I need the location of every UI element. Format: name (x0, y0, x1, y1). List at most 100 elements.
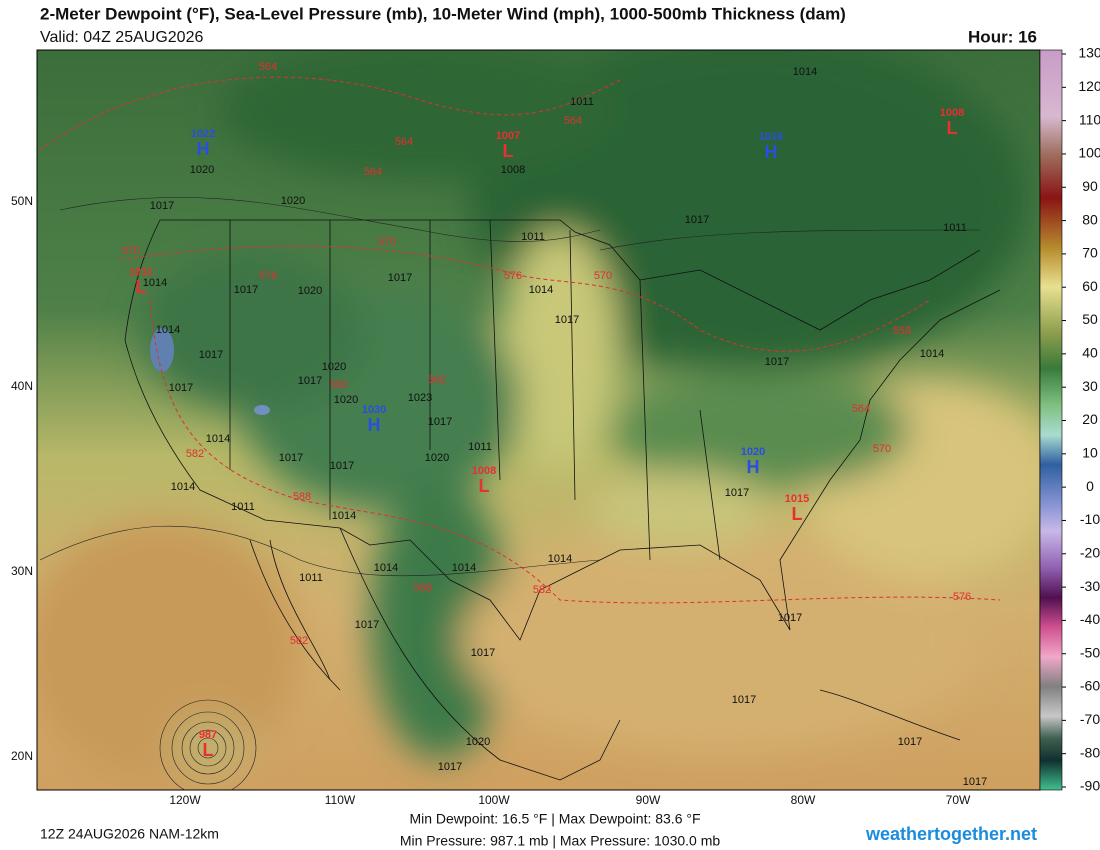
isobar-label: 1017 (778, 612, 802, 624)
isobar-label: 1014 (793, 66, 817, 78)
colorbar-label: 130 (1078, 45, 1100, 61)
isobars (39, 197, 981, 790)
isobar-label: 1020 (298, 285, 322, 297)
lat-label: 30N (11, 564, 33, 578)
dewpoint-range: Min Dewpoint: 16.5 °F | Max Dewpoint: 83… (409, 811, 700, 827)
center-letter: L (479, 476, 490, 496)
center-letter: L (503, 141, 514, 161)
center-letter: L (203, 740, 214, 760)
lon-label: 90W (636, 793, 661, 807)
isobar-label: 1011 (231, 501, 255, 513)
model-run: 12Z 24AUG2026 NAM-12km (40, 826, 219, 842)
thickness-label: 582 (290, 635, 308, 647)
lat-label: 50N (11, 194, 33, 208)
colorbar-label: -70 (1080, 711, 1100, 727)
center-value: 1020 (741, 446, 765, 458)
colorbar-label: 10 (1082, 445, 1098, 461)
center-letter: L (136, 277, 147, 297)
thickness-label: 570 (378, 236, 396, 248)
isobar-label: 1011 (299, 572, 323, 584)
colorbar-label: 20 (1082, 411, 1098, 427)
isobar-label: 1017 (555, 314, 579, 326)
colorbar-label: 40 (1082, 345, 1098, 361)
isobar-label: 1017 (438, 761, 462, 773)
isobar-label: 1017 (963, 776, 987, 788)
valid-time: Valid: 04Z 25AUG2026 (40, 29, 203, 46)
colorbar-label: 80 (1082, 211, 1098, 227)
isobar-label: 1014 (374, 562, 398, 574)
isobar-label: 1017 (732, 694, 756, 706)
isobar-label: 1014 (171, 481, 195, 493)
colorbar-label: -60 (1080, 678, 1100, 694)
title: 2-Meter Dewpoint (°F), Sea-Level Pressur… (40, 4, 846, 23)
thickness-label: 564 (364, 166, 382, 178)
center-letter: L (947, 118, 958, 138)
colorbar-label: 120 (1078, 78, 1100, 94)
map (37, 50, 1040, 790)
lake (254, 405, 270, 415)
center-letter: H (765, 142, 778, 162)
thickness-label: 564 (395, 136, 413, 148)
lon-label: 110W (325, 793, 356, 807)
center-letter: H (747, 457, 760, 477)
isobar-label: 1017 (279, 452, 303, 464)
isobar-label: 1014 (529, 284, 553, 296)
thickness-label: 582 (533, 584, 551, 596)
center-value: 1008 (940, 107, 964, 119)
isobar-label: 1017 (765, 356, 789, 368)
isobar-label: 1011 (468, 441, 492, 453)
thickness-label: 576 (953, 591, 971, 603)
isobar-label: 1017 (298, 375, 322, 387)
thickness-label: 576 (504, 270, 522, 282)
colorbar-label: -20 (1080, 544, 1100, 560)
forecast-hour: Hour: 16 (968, 27, 1037, 46)
isobar-label: 1017 (388, 272, 412, 284)
isobar-label: 1017 (169, 382, 193, 394)
isobar-label: 1011 (521, 231, 545, 243)
isobar-label: 1014 (143, 277, 167, 289)
center-value: 1007 (496, 130, 520, 142)
isobar-label: 1023 (408, 392, 432, 404)
isobar-label: 1017 (355, 619, 379, 631)
thickness-label: 576 (259, 270, 277, 282)
thickness-label: 570 (873, 443, 891, 455)
isobar-label: 1020 (190, 164, 214, 176)
center-letter: H (368, 415, 381, 435)
pressure-range: Min Pressure: 987.1 mb | Max Pressure: 1… (400, 833, 721, 849)
colorbar-label: -30 (1080, 578, 1100, 594)
thickness-label: 570 (594, 270, 612, 282)
isobar-label: 1017 (150, 200, 174, 212)
center-value: 1011 (129, 266, 153, 278)
thickness-label: 564 (564, 115, 582, 127)
colorbar (1039, 49, 1063, 791)
colorbar-label: 110 (1079, 111, 1100, 127)
isobar-label: 1020 (334, 394, 358, 406)
isobar-label: 1017 (725, 487, 749, 499)
lon-label: 70W (946, 793, 971, 807)
isobar-label: 1017 (471, 647, 495, 659)
thickness-label: 588 (293, 491, 311, 503)
center-value: 1016 (759, 131, 783, 143)
lake (150, 328, 174, 372)
isobar-label: 1020 (322, 361, 346, 373)
colorbar-label: 50 (1082, 311, 1098, 327)
colorbar-label: -40 (1080, 611, 1100, 627)
site-name: weathertogether.net (865, 824, 1037, 844)
lon-label: 80W (791, 793, 816, 807)
isobar-label: 1020 (425, 452, 449, 464)
center-value: 987 (199, 729, 217, 741)
isobar-label: 1014 (452, 562, 476, 574)
isobar-label: 1017 (199, 349, 223, 361)
colorbar-label: 60 (1082, 278, 1098, 294)
isobar-label: 1014 (548, 553, 572, 565)
thickness-label: 582 (428, 374, 446, 386)
colorbar-label: -10 (1080, 511, 1100, 527)
thickness-label: 570 (122, 245, 140, 257)
boundaries (124, 219, 1001, 781)
thickness-label: 582 (330, 379, 348, 391)
isobar-label: 1017 (234, 284, 258, 296)
center-value: 1015 (785, 493, 809, 505)
colorbar-label: -90 (1080, 778, 1100, 794)
colorbar-label: -80 (1080, 744, 1100, 760)
